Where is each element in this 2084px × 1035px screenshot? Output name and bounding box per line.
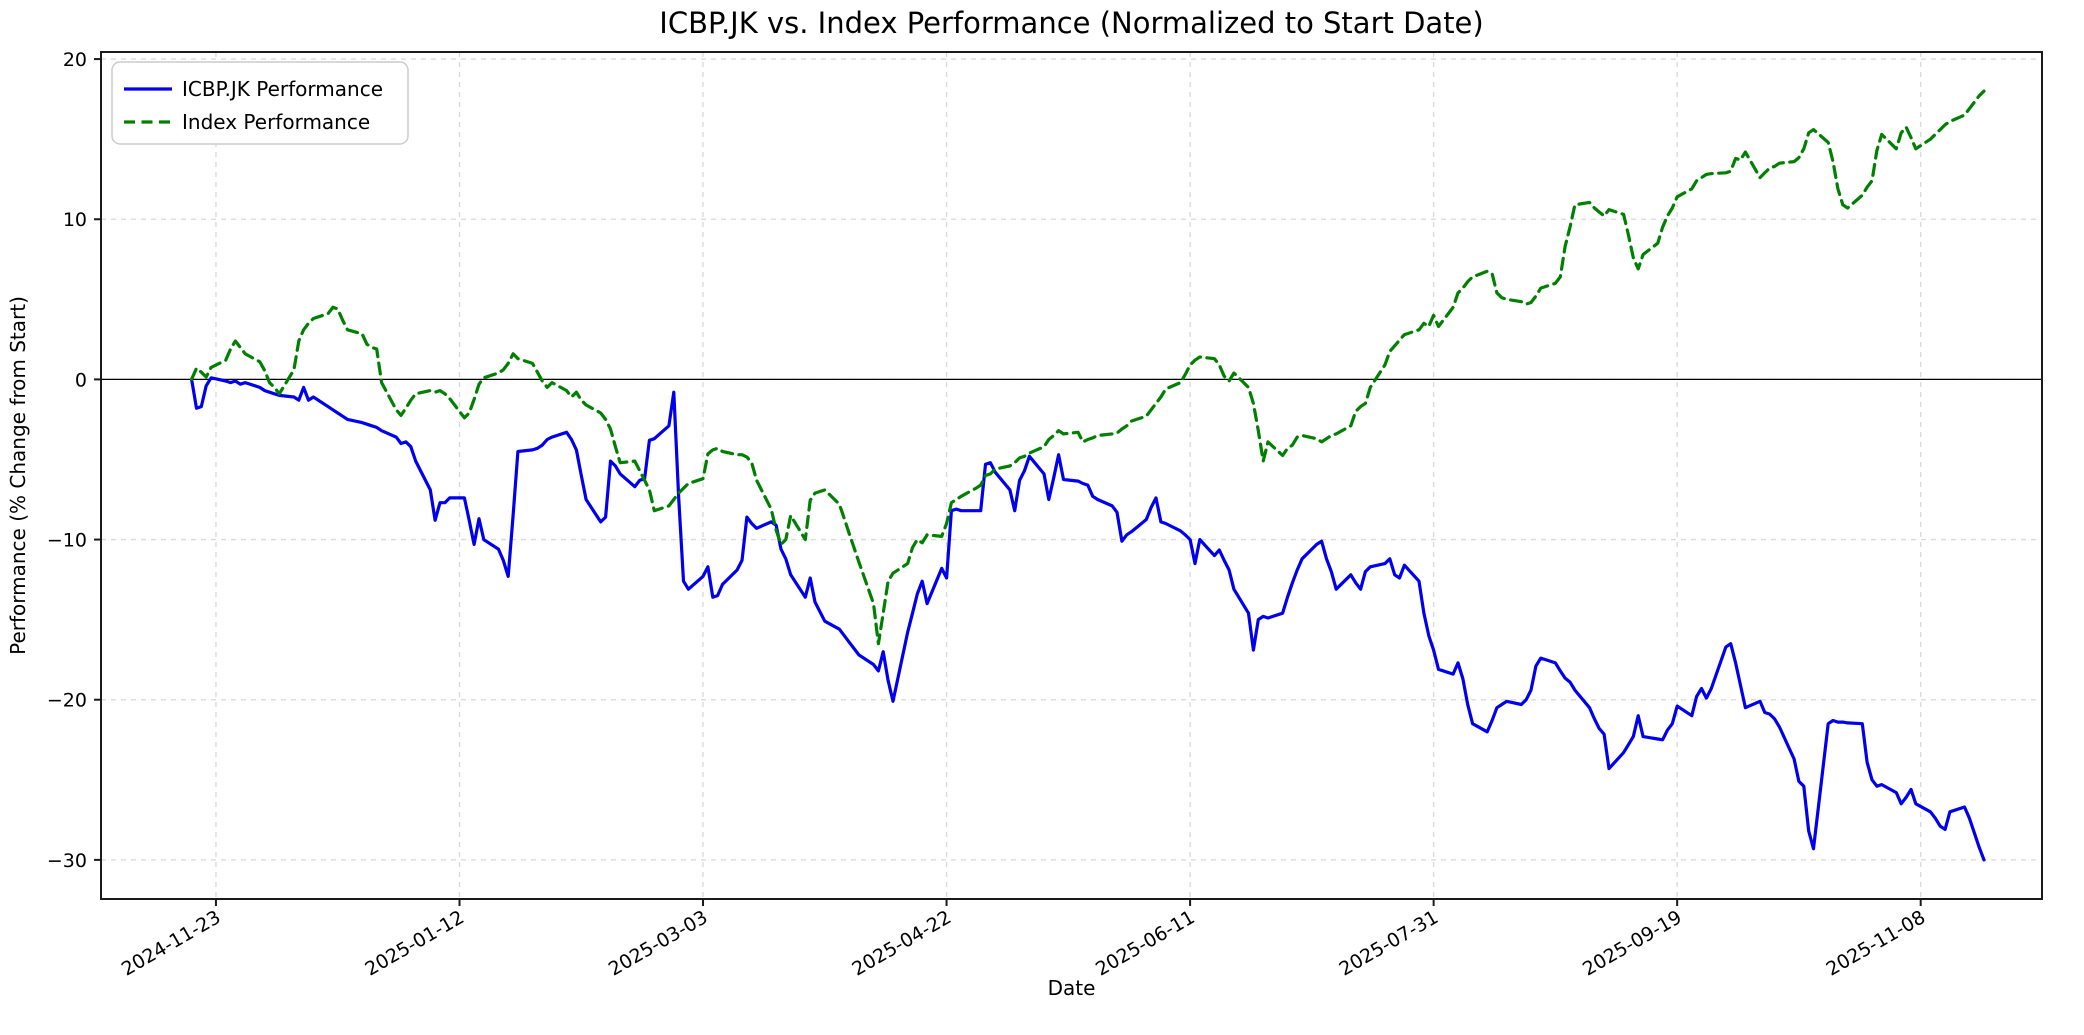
y-tick-label: −10	[47, 530, 87, 552]
axis-ticks: 20 10 0 −10 −20 −30 2024-11-23 2025-01-12 2025-0…	[47, 49, 1929, 980]
series-line-icbp	[190, 376, 1986, 862]
x-tick-label: 2024-11-23	[118, 906, 225, 980]
axes-spines	[100, 51, 2043, 900]
legend-stock-label: ICBP.JK Performance	[182, 77, 383, 101]
chart-title: ICBP.JK vs. Index Performance (Normalize…	[659, 6, 1483, 40]
x-tick-label: 2025-03-03	[605, 906, 712, 980]
y-axis-label: Performance (% Change from Start)	[6, 296, 30, 655]
legend: ICBP.JK Performance Index Performance	[111, 61, 409, 145]
x-axis-label: Date	[1048, 976, 1096, 1000]
x-tick-label: 2025-11-08	[1823, 906, 1930, 980]
legend-box	[111, 61, 409, 145]
y-tick-label: −20	[47, 690, 87, 712]
data-series	[190, 89, 1986, 862]
y-tick-label: −30	[47, 850, 87, 872]
x-tick-label: 2025-04-22	[848, 906, 955, 980]
gridlines	[101, 52, 2042, 899]
y-tick-label: 20	[63, 49, 87, 71]
x-tick-label: 2025-01-12	[361, 906, 468, 980]
legend-index-label: Index Performance	[182, 110, 370, 134]
x-tick-label: 2025-09-19	[1579, 906, 1686, 980]
series-line-index	[190, 89, 1986, 646]
y-tick-label: 10	[63, 209, 87, 231]
y-tick-label: 0	[75, 369, 87, 391]
x-tick-label: 2025-07-31	[1336, 906, 1443, 980]
x-tick-label: 2025-06-11	[1092, 906, 1199, 980]
